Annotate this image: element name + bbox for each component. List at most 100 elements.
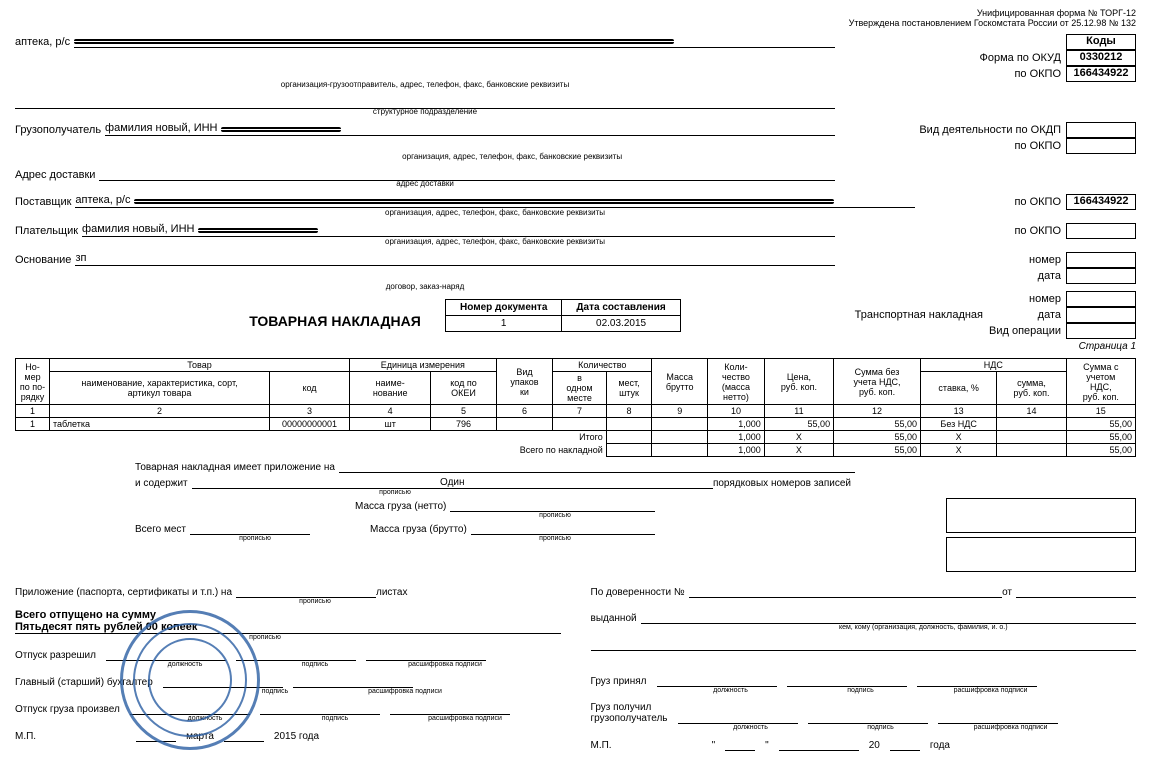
rc-podpis — [787, 675, 907, 687]
supplier-note: организация, адрес, телефон, факс, банко… — [85, 208, 905, 217]
propis2: прописью — [455, 512, 655, 519]
th-inone: в одном месте — [553, 372, 606, 405]
attach-value — [339, 461, 855, 473]
transport-label: Транспортная накладная — [681, 309, 989, 321]
colnum-row: 123456789101112131415 — [16, 405, 1136, 418]
th-unitname: наиме- нование — [350, 372, 431, 405]
delivery-value — [99, 167, 835, 181]
consignee-note: организация, адрес, телефон, факс, банко… — [105, 152, 925, 161]
year2: 20 — [869, 740, 880, 751]
year: 2015 года — [274, 731, 319, 742]
mp2: М.П. — [591, 740, 612, 751]
cell-code: 00000000001 — [270, 418, 350, 431]
okud-value: 0330212 — [1066, 50, 1136, 66]
operation-val — [1066, 323, 1136, 339]
attach2-value — [236, 586, 376, 598]
th-code: код — [270, 372, 350, 405]
issued: выданной — [591, 613, 637, 624]
th-pack: Вид упаков ки — [496, 359, 553, 405]
ot: от — [1002, 587, 1012, 598]
struct-value — [15, 95, 835, 109]
cell-unit: шт — [350, 418, 431, 431]
okpo3-value: 166434922 — [1066, 194, 1136, 210]
basis-note: договор, заказ-наряд — [15, 282, 835, 291]
dover: По доверенности № — [591, 587, 685, 598]
basis-label: Основание — [15, 254, 71, 266]
released-sum: Всего отпущено на сумму — [15, 609, 561, 621]
th-ndssum: сумма, руб. коп. — [997, 372, 1066, 405]
attach2: Приложение (паспорта, сертификаты и т.п.… — [15, 587, 232, 598]
docdate-label: Дата составления — [562, 299, 680, 315]
sum-words: Пятьдесят пять рублей 00 копеек — [15, 621, 561, 634]
contains-value: Один — [192, 477, 713, 489]
supplier-value: аптека, р/с — [75, 194, 915, 208]
okdp-label: Вид деятельности по ОКДП — [919, 124, 1061, 136]
transport-codes: номер дата Вид операции — [989, 291, 1136, 339]
rc-dolzh — [657, 675, 777, 687]
th-qty: Количество — [553, 359, 652, 372]
contains: и содержит — [135, 478, 188, 489]
payer-label: Плательщик — [15, 225, 78, 237]
okpo2-value — [1066, 138, 1136, 154]
docnum-label: Номер документа — [446, 299, 562, 315]
nomer1-val — [1066, 252, 1136, 268]
sender-prefix: аптека, р/с — [15, 36, 70, 48]
okpo-payer-block: по ОКПО — [1014, 223, 1136, 239]
propis3: прописью — [195, 535, 315, 542]
nomer2: номер — [1029, 293, 1061, 305]
dover-num — [689, 586, 1002, 598]
issued-line2 — [591, 639, 1137, 651]
docnum: 1 — [446, 315, 562, 331]
table-row: 1 таблетка 00000000001 шт 796 1,000 55,0… — [16, 418, 1136, 431]
form-header: Унифицированная форма № ТОРГ-12 Утвержде… — [15, 8, 1136, 28]
docnum-table: Номер документаДата составления 102.03.2… — [445, 299, 681, 332]
main-table: Но- мер по по- рядку Товар Единица измер… — [15, 358, 1136, 457]
th-unit: Единица измерения — [350, 359, 497, 372]
issued-value — [641, 612, 1136, 624]
mass-net-value — [450, 500, 655, 512]
th-mass: Масса брутто — [652, 359, 708, 405]
nomer2-val — [1066, 291, 1136, 307]
docdate: 02.03.2015 — [562, 315, 680, 331]
records: порядковых номеров записей — [713, 478, 851, 489]
th-nds: НДС — [920, 359, 1066, 372]
vsego-label: Всего по накладной — [16, 444, 607, 457]
th-qtynet: Коли- чество (масса нетто) — [708, 359, 765, 405]
left-block: Приложение (паспорта, сертификаты и т.п.… — [15, 582, 561, 751]
release-allowed: Отпуск разрешил — [15, 650, 96, 661]
itogo-row: Итого 1,000 Х 55,00 Х 55,00 — [16, 431, 1136, 444]
th-price: Цена, руб. коп. — [764, 359, 833, 405]
data2: дата — [1038, 309, 1061, 321]
payer-value: фамилия новый, ИНН — [82, 223, 835, 237]
supplier-label: Поставщик — [15, 196, 71, 208]
th-sumvat: Сумма с учетом НДС, руб. коп. — [1066, 359, 1135, 405]
cell-name: таблетка — [50, 418, 270, 431]
okdp-value — [1066, 122, 1136, 138]
nomer-data-block: номер дата — [1029, 252, 1136, 284]
cell-n: 1 — [16, 418, 50, 431]
right-block: По доверенности № от выданной кем, кому … — [591, 582, 1137, 751]
release-done: Отпуск груза произвел — [15, 704, 120, 715]
kem: кем, кому (организация, должность, фамил… — [711, 624, 1137, 631]
mp: М.П. — [15, 731, 36, 742]
th-places: мест, штук — [606, 372, 652, 405]
sender-note: организация-грузоотправитель, адрес, тел… — [15, 80, 835, 89]
all-places: Всего мест — [135, 524, 186, 535]
th-nomer: Но- мер по по- рядку — [16, 359, 50, 405]
gt-podpis — [808, 712, 928, 724]
goda: года — [930, 740, 950, 751]
has-attach: Товарная накладная имеет приложение на — [135, 462, 335, 473]
codes-label: Коды — [1066, 34, 1136, 50]
propis5: прописью — [245, 598, 385, 605]
gt-rasshifr — [938, 712, 1058, 724]
mass-gross-box — [946, 537, 1136, 572]
th-okei: код по ОКЕИ — [431, 372, 496, 405]
cell-qty: 1,000 — [708, 418, 765, 431]
okpo-value: 166434922 — [1066, 66, 1136, 82]
rc-rasshifr — [917, 675, 1037, 687]
th-rate: ставка, % — [920, 372, 996, 405]
all-places-value — [190, 523, 310, 535]
okpo2-label: по ОКПО — [1014, 140, 1061, 152]
mass-net-box — [946, 498, 1136, 533]
data1-val — [1066, 268, 1136, 284]
